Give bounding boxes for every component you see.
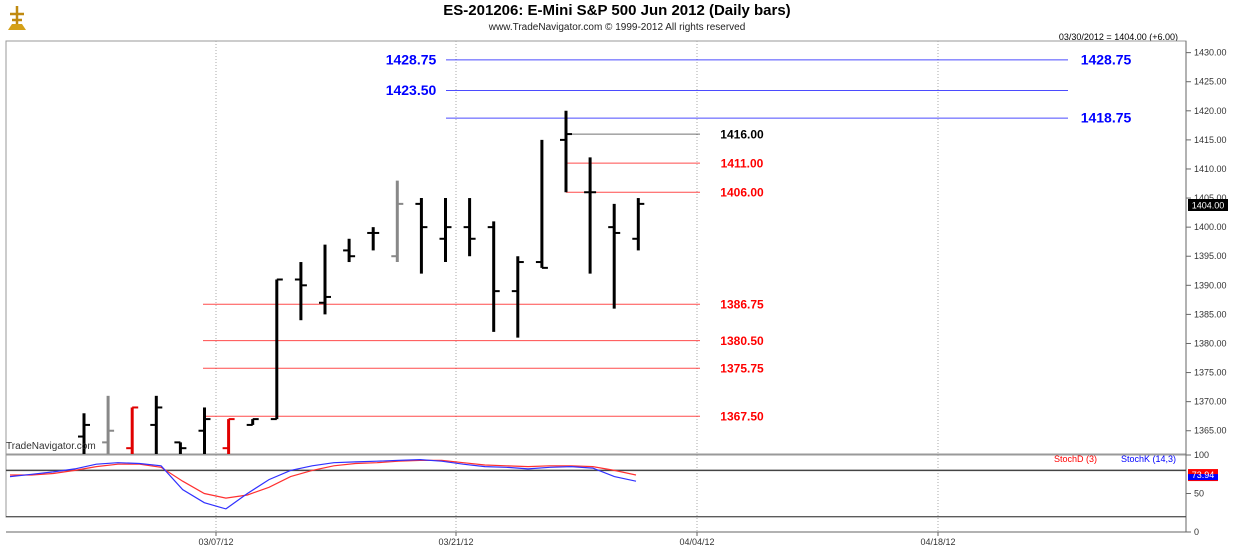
ohlc-bar bbox=[174, 441, 187, 454]
price-tick-label: 1375.00 bbox=[1194, 368, 1227, 378]
last-price-label: 1404.00 bbox=[1192, 201, 1225, 211]
price-tick-label: 1415.00 bbox=[1194, 135, 1227, 145]
price-tick-label: 1400.00 bbox=[1194, 222, 1227, 232]
header-last-close: 03/30/2012 = 1404.00 (+6.00) bbox=[1059, 32, 1178, 42]
osc-tick-label: 0 bbox=[1194, 527, 1199, 537]
date-gridlines bbox=[215, 41, 939, 532]
watermark: TradeNavigator.com bbox=[6, 441, 96, 452]
level-label: 1386.75 bbox=[720, 298, 764, 312]
ohlc-bars bbox=[78, 110, 645, 454]
osc-last-box-blue bbox=[1188, 474, 1218, 481]
ohlc-bar bbox=[415, 198, 428, 274]
chart-title: ES-201206: E-Mini S&P 500 Jun 2012 (Dail… bbox=[443, 2, 790, 19]
ohlc-bar bbox=[439, 198, 452, 263]
level-label: 1406.00 bbox=[720, 186, 764, 200]
oscillator-panel bbox=[5, 454, 1187, 518]
price-tick-label: 1425.00 bbox=[1194, 77, 1227, 87]
ohlc-bar bbox=[535, 139, 548, 269]
date-tick-label: 04/04/12 bbox=[679, 537, 714, 547]
price-tick-label: 1395.00 bbox=[1194, 251, 1227, 261]
legend-stochd: StochD (3) bbox=[1054, 454, 1097, 464]
price-tick-label: 1430.00 bbox=[1194, 48, 1227, 58]
chart-subtitle: www.TradeNavigator.com © 1999-2012 All r… bbox=[488, 22, 746, 33]
ohlc-bar bbox=[222, 418, 235, 454]
date-tick-label: 04/18/12 bbox=[920, 537, 955, 547]
level-label: 1375.75 bbox=[720, 362, 764, 376]
price-tick-label: 1420.00 bbox=[1194, 106, 1227, 116]
price-tick-label: 1385.00 bbox=[1194, 309, 1227, 319]
date-axis: 03/07/12 03/21/12 04/04/12 04/18/12 bbox=[198, 532, 956, 547]
stochastic-oscillator: 100 50 0 StochD (3) StochK (14,3) 73.94 bbox=[6, 450, 1218, 537]
level-label: 1428.75 bbox=[1081, 51, 1132, 67]
ohlc-bar bbox=[126, 406, 139, 454]
ohlc-bar bbox=[584, 157, 597, 274]
osc-last-value: 73.94 bbox=[1192, 470, 1215, 480]
ohlc-bar bbox=[487, 221, 500, 332]
ohlc-bar bbox=[102, 395, 115, 454]
ohlc-bar bbox=[560, 110, 572, 193]
level-label: 1416.00 bbox=[720, 128, 764, 142]
last-price-box bbox=[1188, 199, 1228, 211]
level-label: 1411.00 bbox=[721, 157, 764, 171]
stochk-line bbox=[9, 458, 637, 510]
price-tick-label: 1390.00 bbox=[1194, 280, 1227, 290]
ohlc-bar bbox=[270, 278, 283, 421]
price-tick-label: 1405.00 bbox=[1194, 193, 1227, 203]
ohlc-bar bbox=[608, 203, 621, 309]
price-tick-label: 1365.00 bbox=[1194, 426, 1227, 436]
ohlc-bar bbox=[463, 198, 476, 257]
level-label: 1367.50 bbox=[720, 410, 764, 424]
osc-tick-label: 50 bbox=[1194, 489, 1204, 499]
level-label-left: 1423.50 bbox=[386, 82, 437, 98]
osc-tick-label: 100 bbox=[1194, 450, 1209, 460]
price-tick-label: 1370.00 bbox=[1194, 397, 1227, 407]
ohlc-bar bbox=[294, 262, 307, 321]
legend-stochk: StochK (14,3) bbox=[1121, 454, 1176, 464]
price-panel bbox=[5, 40, 1187, 455]
ohlc-bar bbox=[343, 238, 356, 263]
price-levels: 1428.75 1428.75 1423.50 1418.75 1416.00 1411.… bbox=[203, 51, 1132, 424]
ohlc-bar bbox=[319, 244, 331, 315]
ohlc-bar bbox=[511, 256, 524, 338]
level-label-left: 1428.75 bbox=[386, 51, 437, 67]
price-tick-label: 1380.00 bbox=[1194, 338, 1227, 348]
tradenavigator-logo bbox=[4, 5, 30, 33]
ohlc-bar bbox=[632, 198, 645, 251]
ohlc-bar bbox=[78, 413, 90, 454]
date-tick-label: 03/07/12 bbox=[198, 537, 233, 547]
level-label: 1418.75 bbox=[1081, 110, 1132, 126]
ohlc-bar bbox=[198, 407, 211, 454]
ohlc-bar bbox=[367, 227, 380, 251]
ohlc-bar bbox=[246, 418, 259, 426]
date-tick-label: 03/21/12 bbox=[438, 537, 473, 547]
price-axis: 1430.00 1425.00 1420.00 1415.00 1410.00 1405.… bbox=[1186, 48, 1227, 436]
price-tick-label: 1410.00 bbox=[1194, 164, 1227, 174]
stochd-line bbox=[10, 459, 637, 499]
ohlc-bar bbox=[391, 180, 404, 263]
ohlc-bar bbox=[150, 395, 163, 454]
level-label: 1380.50 bbox=[720, 334, 764, 348]
